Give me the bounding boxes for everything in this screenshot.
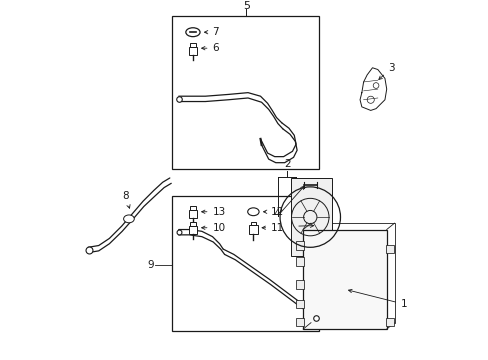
Text: 4: 4 (273, 208, 279, 219)
Bar (290, 178, 331, 256)
Text: 10: 10 (201, 223, 225, 233)
Bar (188, 210, 197, 218)
Bar (190, 206, 195, 210)
Ellipse shape (247, 208, 259, 216)
Text: 6: 6 (201, 43, 219, 53)
Text: 3: 3 (378, 63, 394, 80)
Bar (188, 226, 197, 234)
Bar (310, 223, 394, 323)
Bar (171, 196, 319, 331)
Text: 7: 7 (204, 27, 219, 37)
Bar (190, 222, 195, 226)
Bar (295, 318, 303, 326)
Bar (188, 47, 197, 55)
Text: 5: 5 (242, 1, 249, 11)
Ellipse shape (185, 28, 200, 37)
Bar (250, 222, 256, 225)
Text: 13: 13 (201, 207, 225, 217)
Text: 12: 12 (263, 207, 284, 217)
Bar (171, 16, 319, 169)
Text: 9: 9 (147, 260, 154, 270)
Text: 1: 1 (348, 289, 407, 309)
Bar (385, 318, 393, 326)
Bar (295, 257, 303, 266)
Bar (385, 245, 393, 253)
Text: 11: 11 (262, 223, 284, 233)
Ellipse shape (123, 215, 134, 223)
Bar (295, 241, 303, 250)
Bar (248, 225, 257, 234)
Text: 8: 8 (122, 191, 130, 208)
Bar (295, 300, 303, 309)
Text: 2: 2 (283, 159, 290, 169)
Bar (190, 42, 195, 47)
Bar (303, 230, 386, 329)
Bar (295, 280, 303, 289)
